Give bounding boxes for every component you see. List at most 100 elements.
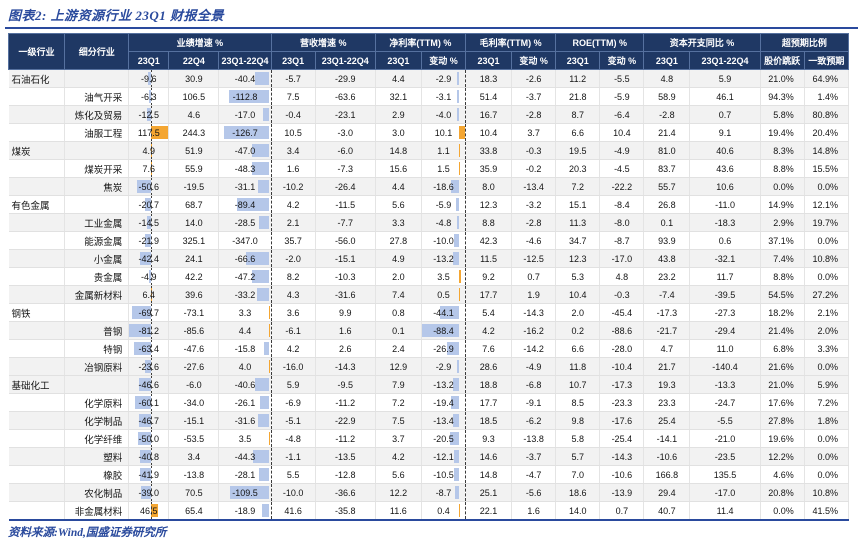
cell-value: -12.8 xyxy=(315,465,376,484)
cell-value: -40.8 xyxy=(128,447,170,466)
value-text: 4.8 xyxy=(660,73,674,84)
value-text: 6.4 xyxy=(142,289,156,300)
col-sub-header: 23Q1-22Q4 xyxy=(314,51,376,70)
col-sub-header: 变动 % xyxy=(420,51,467,70)
cell-value: -1.1 xyxy=(271,447,316,466)
data-bar-negative xyxy=(454,468,459,481)
value-text: -6.1 xyxy=(285,325,301,336)
value-text: 3.3 xyxy=(392,217,405,228)
value-text: 0.1 xyxy=(660,217,674,228)
value-text: 7.0 xyxy=(571,469,584,480)
data-bar-negative xyxy=(447,342,459,355)
data-bar-negative xyxy=(138,414,151,427)
value-text: -11.2 xyxy=(335,397,356,408)
cell-value: 24.1 xyxy=(168,249,220,268)
value-text: 0.7 xyxy=(718,109,732,120)
value-text: -22.2 xyxy=(611,181,633,192)
cell-percent: 2.0% xyxy=(804,321,850,340)
cell-value: 65.4 xyxy=(168,501,220,521)
cell-value: 1.5 xyxy=(421,159,467,178)
value-text: 7.2 xyxy=(392,397,405,408)
cell-value: -63.6 xyxy=(315,87,376,106)
value-text: 3.7 xyxy=(527,127,540,138)
value-text: -19.5 xyxy=(183,181,205,192)
cell-industry xyxy=(8,411,66,430)
value-text: -11.2 xyxy=(335,433,356,444)
cell-value: -4.9 xyxy=(128,267,170,286)
value-text: 35.9 xyxy=(479,163,498,174)
cell-value: -8.7 xyxy=(599,231,645,250)
source-note: 资料来源:Wind,国盛证券研究所 xyxy=(8,527,167,539)
value-text: -10.6 xyxy=(611,469,633,480)
cell-value: -17.3 xyxy=(643,303,691,322)
cell-value: 25.4 xyxy=(643,411,691,430)
cell-percent: 19.6% xyxy=(760,429,805,448)
value-text: 21.7 xyxy=(658,361,676,372)
cell-value: -13.8 xyxy=(511,429,557,448)
cell-percent: 6.8% xyxy=(760,339,805,358)
value-text: 8.5 xyxy=(571,397,584,408)
value-text: -88.6 xyxy=(611,325,633,336)
value-text: -2.8 xyxy=(525,109,542,120)
value-text: 9.9 xyxy=(338,307,352,318)
data-bar-positive xyxy=(150,504,158,517)
value-text: -23.6 xyxy=(138,361,160,372)
cell-value: -14.5 xyxy=(128,213,170,232)
cell-value: 7.2 xyxy=(375,393,422,412)
cell-percent: 0.0% xyxy=(804,231,850,250)
value-text: 9.1 xyxy=(718,127,732,138)
cell-percent: 18.2% xyxy=(760,303,805,322)
cell-value: 4.8 xyxy=(599,267,645,286)
cell-percent: 80.8% xyxy=(804,105,850,124)
cell-value: 5.6 xyxy=(375,465,422,484)
value-text: 17.7 xyxy=(479,397,498,408)
value-text: -15.8 xyxy=(234,343,256,354)
value-text: 43.6 xyxy=(716,163,734,174)
cell-industry xyxy=(8,501,66,521)
cell-value: -10.0 xyxy=(271,483,316,502)
cell-value: -0.4 xyxy=(271,105,316,124)
value-text: -60.1 xyxy=(138,397,160,408)
cell-value: 5.9 xyxy=(689,69,761,88)
value-text: 4.2 xyxy=(392,451,405,462)
value-text: -6.3 xyxy=(141,91,157,102)
cell-value: -15.1 xyxy=(168,411,220,430)
data-bar-negative xyxy=(263,342,270,355)
table-row: 化学制品 -46.7 -15.1 -31.6 -5.1 -22.9 7.5 -13.4 18.5… xyxy=(8,411,850,430)
cell-value: 3.5 xyxy=(218,429,272,448)
value-text: -5.5 xyxy=(614,73,630,84)
value-text: 42.3 xyxy=(479,235,498,246)
value-text: -44.3 xyxy=(234,451,256,462)
value-text: 5.8 xyxy=(571,433,584,444)
value-text: -5.5 xyxy=(717,415,733,426)
cell-value: -31.6 xyxy=(218,411,272,430)
data-bar-positive xyxy=(150,126,168,139)
table-row: 煤炭开采 7.6 55.9 -48.3 1.6 -7.3 15.6 1.5 35.9 -0.2 20… xyxy=(8,159,850,178)
cell-percent: 41.5% xyxy=(804,501,850,521)
value-text: -40.4 xyxy=(234,73,256,84)
cell-percent: 17.6% xyxy=(760,393,805,412)
cell-value: 81.0 xyxy=(643,141,691,160)
value-text: -40.8 xyxy=(138,451,160,462)
cell-value: 4.2 xyxy=(375,447,422,466)
cell-percent: 8.3% xyxy=(760,141,805,160)
cell-percent: 8.8% xyxy=(760,267,805,286)
cell-value: 21.7 xyxy=(643,357,691,376)
cell-industry xyxy=(8,429,66,448)
cell-value: -18.3 xyxy=(689,213,761,232)
value-text: -8.4 xyxy=(614,199,630,210)
value-text: 0.6 xyxy=(718,235,732,246)
value-text: 0.5 xyxy=(437,289,450,300)
cell-value: 11.0 xyxy=(689,339,761,358)
cell-percent: 21.6% xyxy=(760,357,805,376)
cell-value: -6.1 xyxy=(271,321,316,340)
value-text: 11.6 xyxy=(389,505,407,516)
cell-percent: 0.0% xyxy=(804,177,850,196)
data-bar-negative xyxy=(450,180,459,193)
value-text: -46.6 xyxy=(138,379,160,390)
cell-value: -10.4 xyxy=(599,357,645,376)
cell-value: 55.9 xyxy=(168,159,220,178)
cell-value: 2.9 xyxy=(375,105,422,124)
cell-sub-industry xyxy=(64,69,130,88)
cell-value: -81.2 xyxy=(128,321,170,340)
